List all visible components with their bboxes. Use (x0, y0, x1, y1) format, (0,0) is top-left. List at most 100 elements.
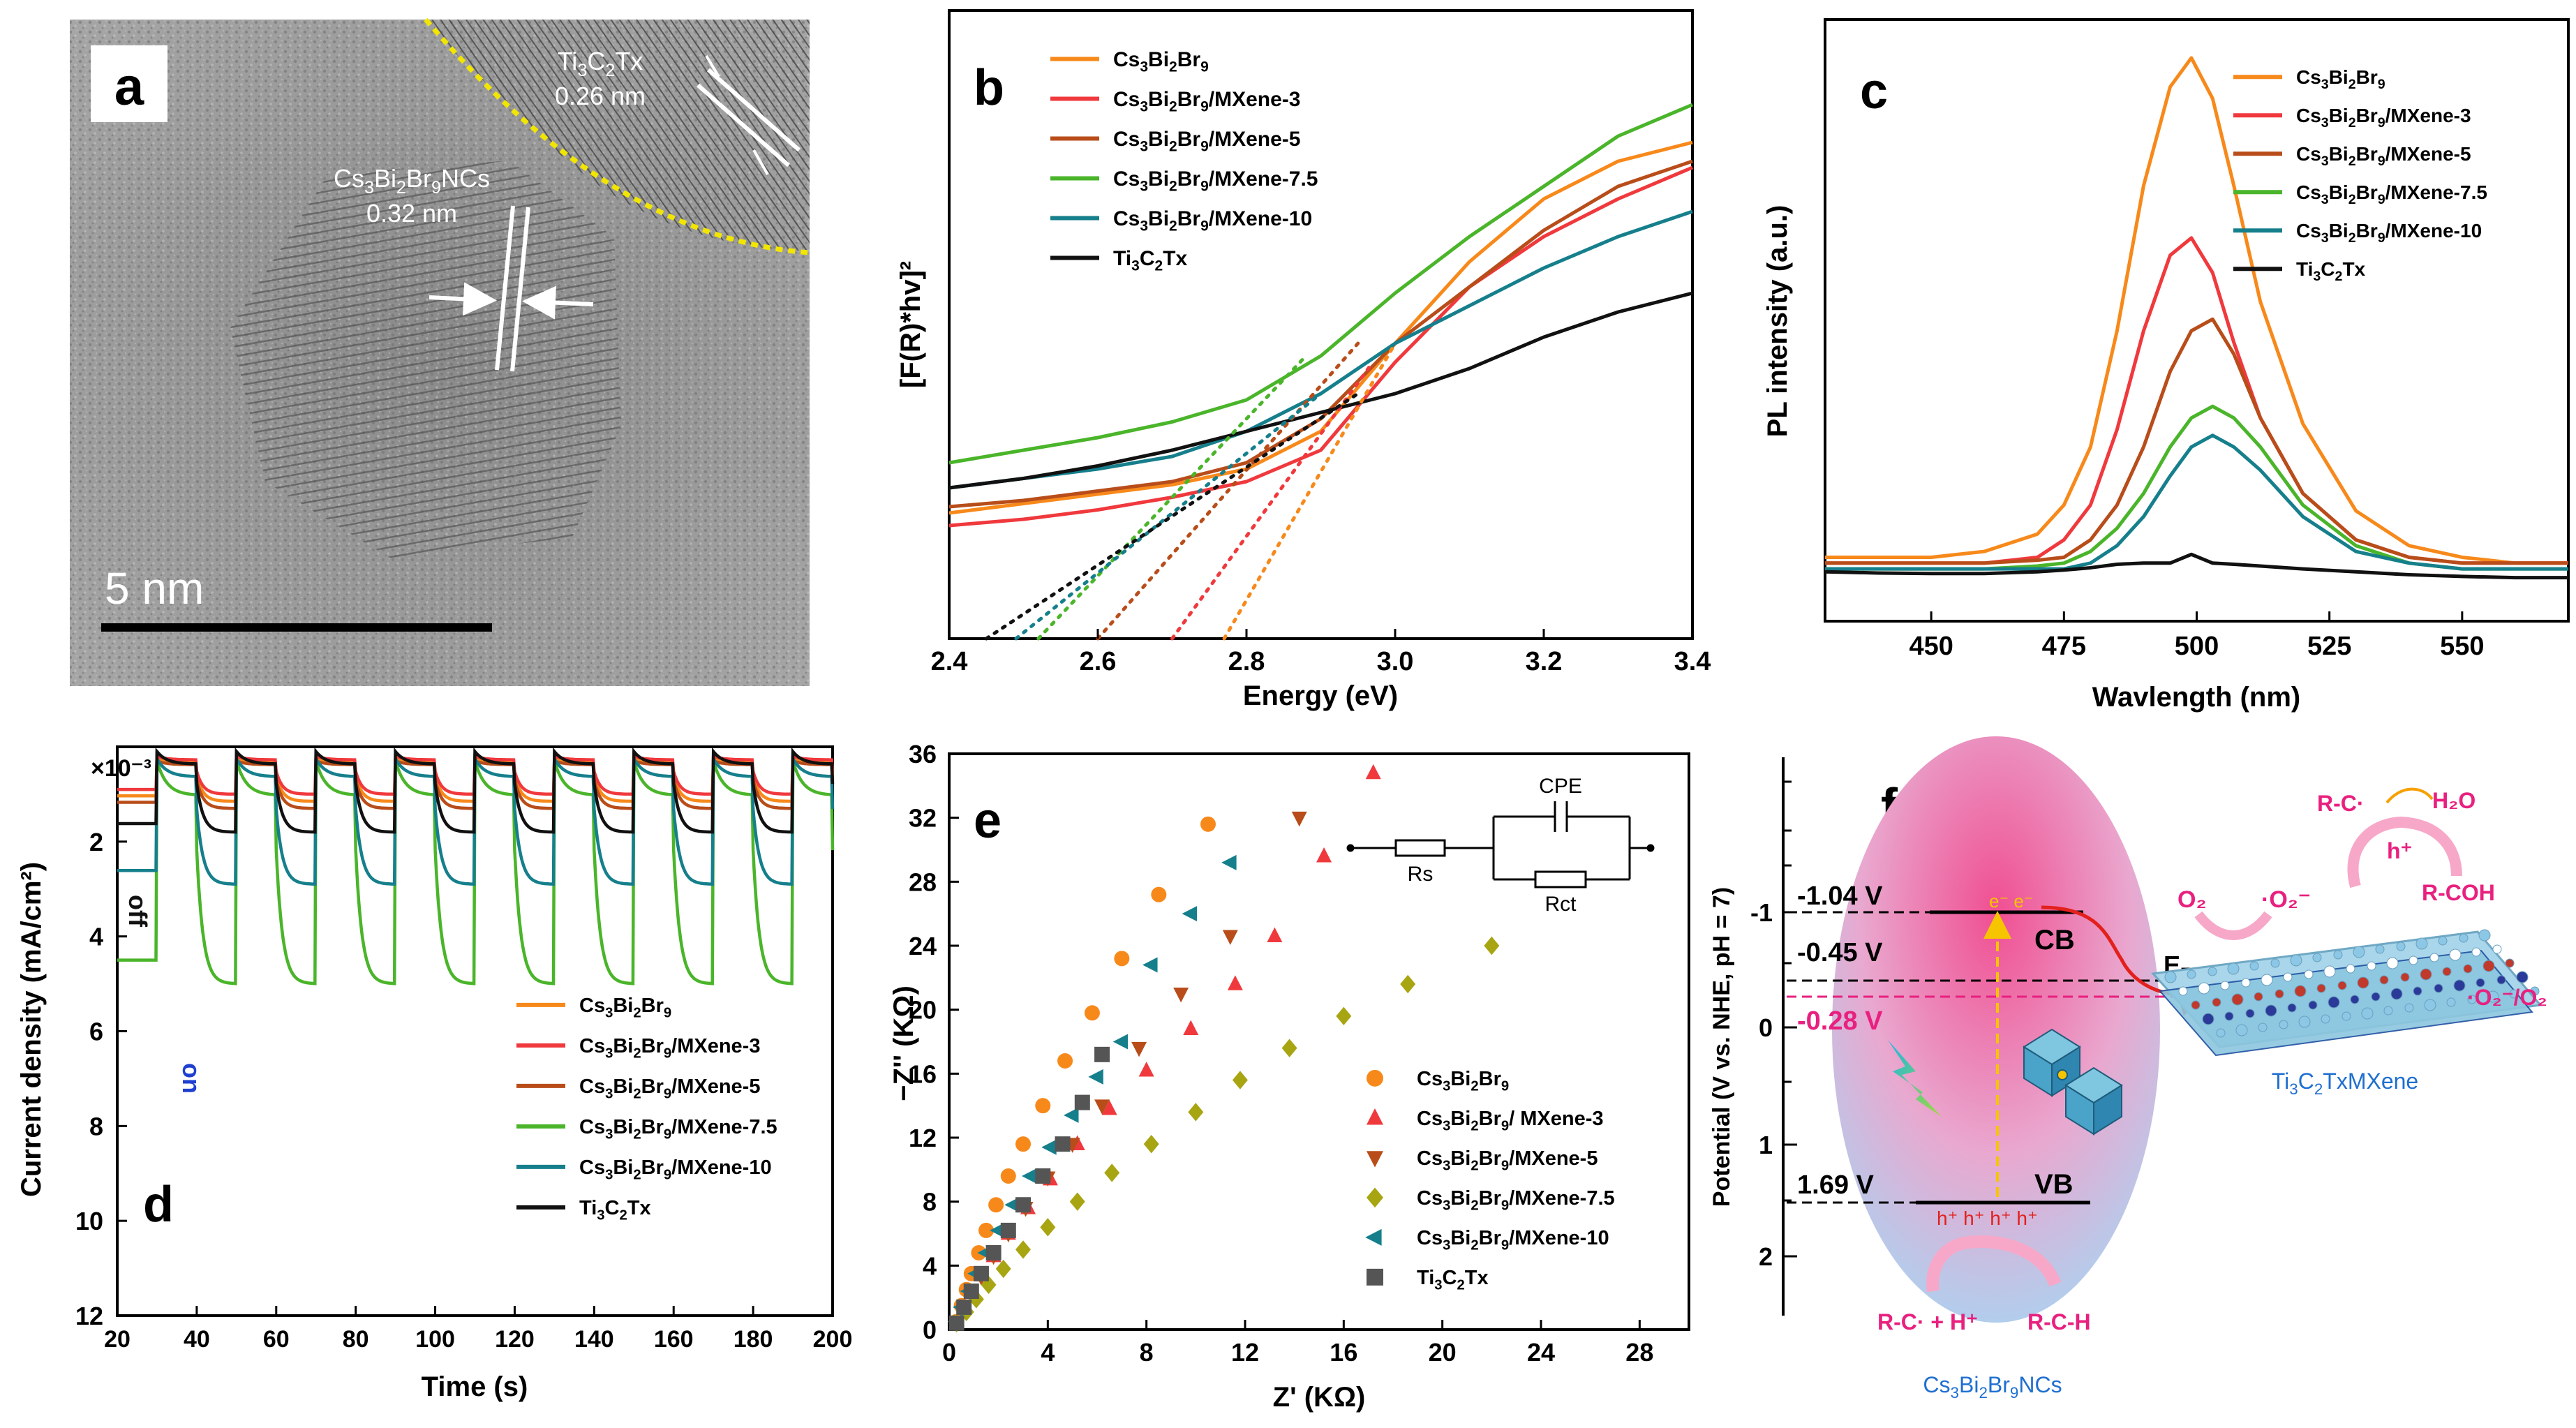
b-tangent-cs3bi2br9-mxene-10 (1014, 392, 1323, 641)
mxene-atom (2249, 961, 2259, 971)
panel-c-xlabel: Wavlength (nm) (2092, 682, 2301, 713)
e-point-cs3bi2br9 (1084, 1005, 1100, 1021)
legend-label-cs3bi2br9-mxene-3: Cs3Bi2Br9/MXene-3 (2296, 105, 2471, 131)
mxene-atom (2400, 972, 2410, 982)
b-tangent-cs3bi2br9-mxene-5 (1096, 341, 1360, 641)
e-point-cs3bi2br9-mxene-3 (1267, 927, 1283, 943)
mxene-atom (2245, 1009, 2255, 1018)
mxene-atom (2467, 995, 2477, 1004)
b-series-cs3bi2br9-mxene-5 (948, 159, 1693, 509)
b-xtick-label: 2.6 (1080, 647, 1117, 676)
legend-marker-cs3bi2br9-mxene-5 (1367, 1151, 1383, 1168)
e-xtick-label: 20 (1429, 1338, 1457, 1367)
mxene-atom (2396, 942, 2406, 951)
mxene-atom (2424, 999, 2436, 1011)
mxene-atom (2342, 1011, 2351, 1021)
panel-b-legend: Cs3Bi2Br9 Cs3Bi2Br9/MXene-3 Cs3Bi2Br9/MXen… (1050, 48, 1318, 274)
panel-e-xlabel: Z' (KΩ) (1273, 1382, 1366, 1413)
holes-label: h⁺ h⁺ h⁺ h⁺ (1937, 1207, 2038, 1229)
panel-b-xticks: 2.4 2.6 2.8 3.0 3.2 3.4 (931, 629, 1711, 676)
e-xtick-label: 16 (1330, 1338, 1357, 1367)
legend-label-ti3c2tx: Ti3C2Tx (1417, 1267, 1489, 1293)
legend-label-cs3bi2br9: Cs3Bi2Br9 (1113, 48, 1209, 75)
mxene-atom (2371, 992, 2381, 1002)
d-xtick-label: 200 (813, 1326, 853, 1353)
e-point-cs3bi2br9-mxene-7-5 (1188, 1103, 1204, 1122)
legend-item-ti3c2tx: Ti3C2Tx (2233, 258, 2366, 284)
legend-marker-cs3bi2br9-mxene-7-5 (1367, 1187, 1383, 1208)
legend-item-cs3bi2br9: Cs3Bi2Br9 (2233, 66, 2385, 92)
panel-b-xlabel: Energy (eV) (1243, 680, 1398, 711)
e-ytick-label: 4 (923, 1251, 937, 1280)
panel-e-legend: Cs3Bi2Br9 Cs3Bi2Br9/ MXene-3 Cs3Bi2Br9/MXe… (1365, 1068, 1615, 1293)
mxene-atom (2220, 981, 2230, 990)
legend-label-cs3bi2br9-mxene-7-5: Cs3Bi2Br9/MXene-7.5 (2296, 181, 2487, 207)
panel-d-axis-multiplier: ×10⁻³ (91, 755, 151, 782)
lightning-icon (1888, 1040, 1942, 1117)
e-point-cs3bi2br9-mxene-7-5 (995, 1259, 1011, 1279)
legend-item-ti3c2tx: Ti3C2Tx (516, 1197, 651, 1223)
mxene-atom (2316, 983, 2326, 993)
legend-item-cs3bi2br9-mxene-5: Cs3Bi2Br9/MXene-5 (1050, 128, 1300, 155)
mxene-atom (2191, 1000, 2201, 1010)
panel-e-frame (948, 752, 1690, 1331)
e-point-cs3bi2br9 (978, 1222, 994, 1238)
mxene-atom (2492, 944, 2502, 954)
legend-label-cs3bi2br9-mxene-5: Cs3Bi2Br9/MXene-5 (1113, 128, 1300, 155)
rch-label: R-C-H (2027, 1309, 2091, 1334)
c-series-cs3bi2br9-mxene-3 (1825, 236, 2568, 565)
d-ytick-label: 2 (89, 828, 103, 856)
mxene-atom (2390, 988, 2403, 1000)
panel-d-plot (117, 747, 835, 986)
h2o-label: H₂O (2432, 788, 2476, 813)
e-point-cs3bi2br9-mxene-10 (1021, 1168, 1037, 1184)
legend-marker-cs3bi2br9 (1367, 1069, 1383, 1087)
mxene-atom (2265, 1004, 2277, 1017)
mxene-atom (2409, 955, 2418, 965)
mxene-atom (2290, 954, 2302, 967)
legend-item-cs3bi2br9-mxene-10: Cs3Bi2Br9/MXene-10 (2233, 220, 2482, 246)
legend-item-cs3bi2br9-mxene-5: Cs3Bi2Br9/MXene-5 (2233, 143, 2471, 169)
e-point-cs3bi2br9-mxene-10 (1182, 906, 1198, 922)
mxene-atom (2463, 964, 2473, 974)
mxene-atom (2208, 967, 2217, 976)
e-point-ti3c2tx (973, 1265, 989, 1281)
mxene-atom (2429, 953, 2439, 962)
d-xtick-label: 40 (184, 1326, 210, 1353)
legend-label-cs3bi2br9: Cs3Bi2Br9 (2296, 66, 2385, 92)
scale-bar-label: 5 nm (105, 563, 204, 613)
e-point-cs3bi2br9-mxene-3 (1365, 764, 1381, 780)
mxene-atom (2298, 1016, 2311, 1028)
b-tangent-ti3c2tx (984, 392, 1360, 641)
e-point-cs3bi2br9 (1015, 1136, 1031, 1152)
cb-label: CB (2034, 925, 2075, 955)
legend-marker-cs3bi2br9-mxene-3 (1367, 1108, 1383, 1125)
mxene-atom (2449, 949, 2462, 961)
e-point-cs3bi2br9-mxene-7-5 (1143, 1134, 1159, 1154)
c-series-cs3bi2br9-mxene-5 (1825, 317, 2568, 565)
e-point-cs3bi2br9 (1057, 1053, 1073, 1069)
mxene-atom (2353, 946, 2365, 958)
mxene-sheet-icon (2150, 929, 2543, 1057)
circuit-cpe: CPE (1539, 775, 1582, 798)
mxene-atom (2505, 958, 2515, 968)
f-ylabel: Potential (V vs. NHE, pH = 7) (1708, 887, 1735, 1207)
c-series-cs3bi2br9-mxene-7-5 (1825, 404, 2568, 571)
b-series-ti3c2tx (948, 291, 1693, 490)
b-series-cs3bi2br9-mxene-7-5 (948, 103, 1693, 465)
panel-b-plot (948, 103, 1693, 528)
legend-item-cs3bi2br9-mxene-3: Cs3Bi2Br9/MXene-3 (516, 1035, 760, 1061)
mxene-atom (2459, 933, 2469, 943)
mxene-atoms (2164, 929, 2540, 1038)
e-point-ti3c2tx (956, 1299, 972, 1315)
mxene-atom (2202, 1013, 2214, 1025)
e-point-cs3bi2br9 (988, 1197, 1004, 1213)
d-xtick-label: 100 (415, 1326, 455, 1353)
ncs-label: Cs3Bi2Br9NCs (1923, 1372, 2062, 1401)
mxene-atom (2350, 995, 2360, 1004)
legend-item-ti3c2tx: Ti3C2Tx (1050, 247, 1187, 274)
mxene-atom (2446, 997, 2456, 1007)
legend-label-cs3bi2br9-mxene-3: Cs3Bi2Br9/ MXene-3 (1417, 1108, 1604, 1133)
e-point-cs3bi2br9-mxene-5 (1291, 811, 1307, 827)
